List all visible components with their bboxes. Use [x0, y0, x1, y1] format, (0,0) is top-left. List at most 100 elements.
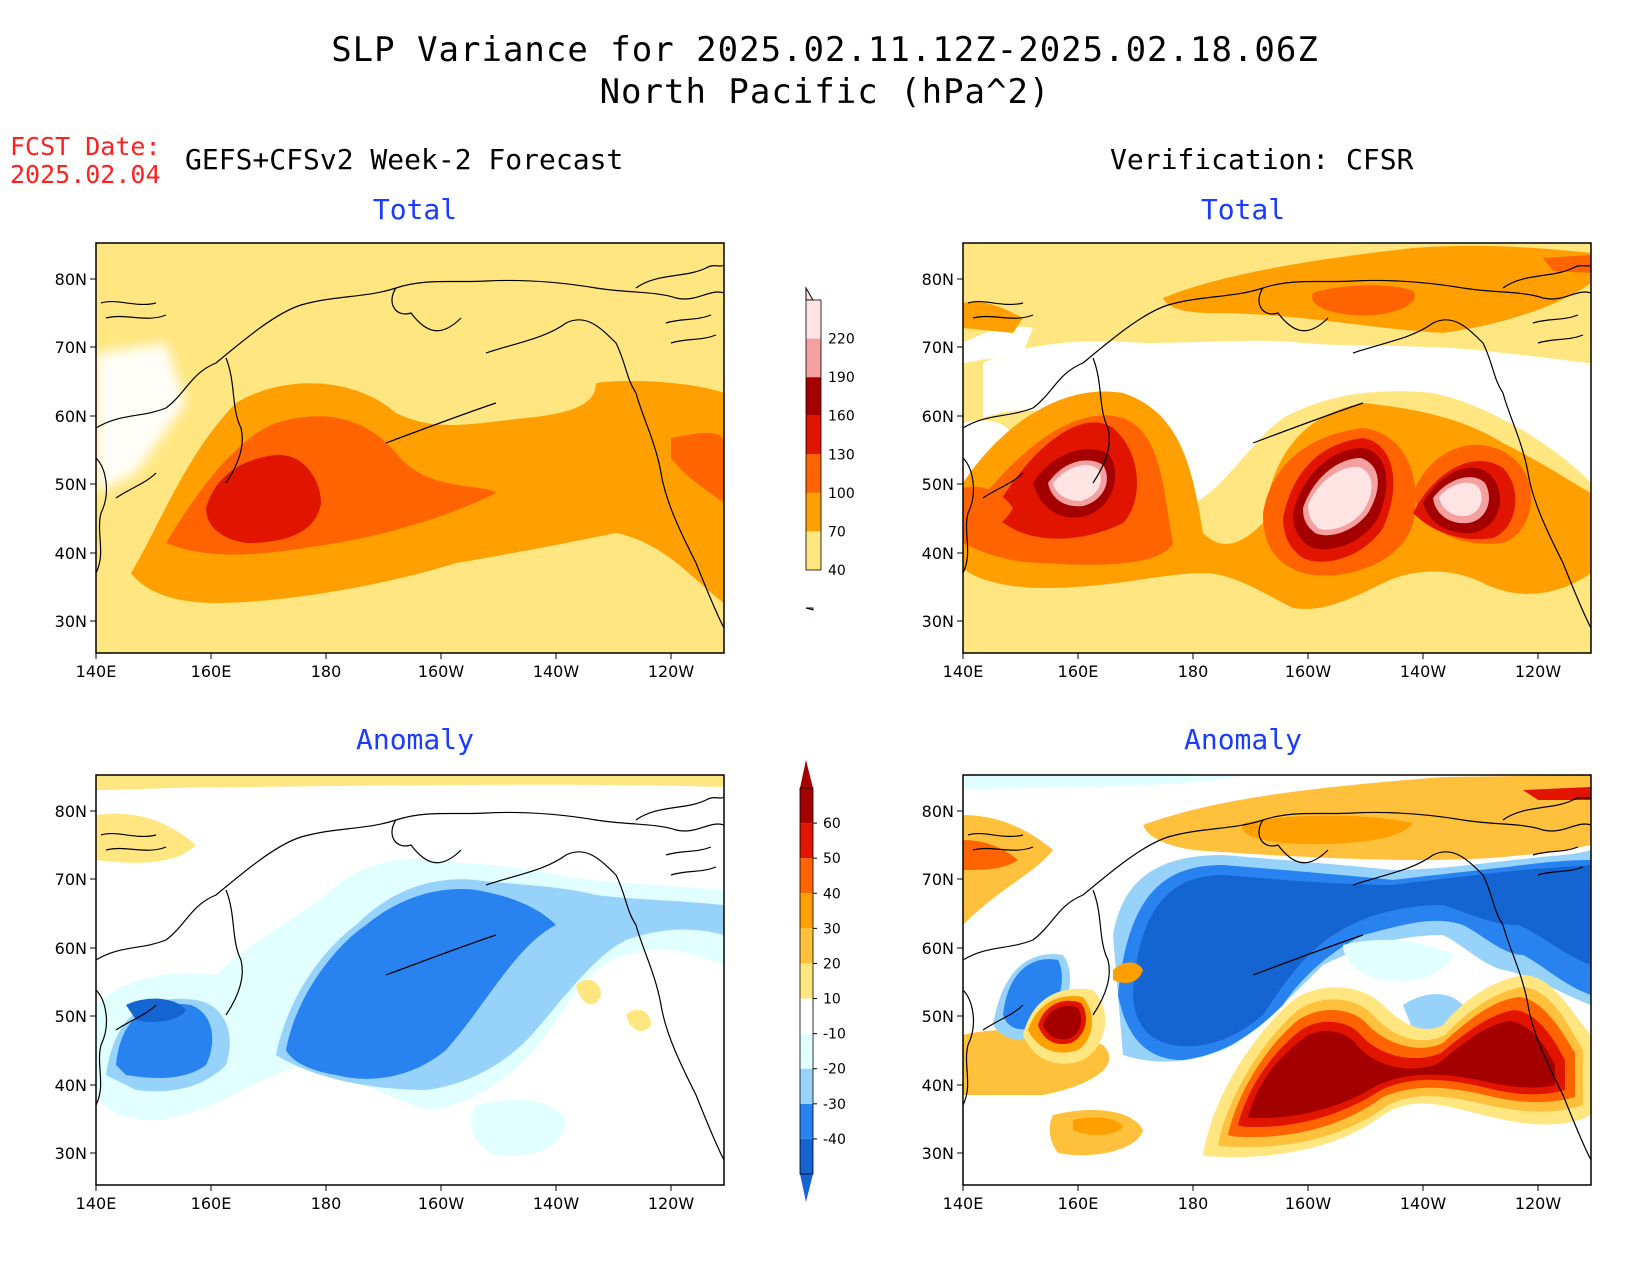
lon-tick-label: 160W — [418, 662, 465, 681]
lat-tick-label: 80N — [55, 270, 87, 289]
total-colorbar-label: 190 — [828, 370, 855, 386]
total-colorbar-swatch — [806, 415, 821, 455]
total-colorbar-swatch — [806, 300, 821, 339]
lon-tick-label: 160E — [1058, 1194, 1099, 1213]
anomaly-colorbar-label: 30 — [823, 921, 841, 937]
lat-tick-label: 60N — [922, 407, 954, 426]
lat-tick-label: 30N — [55, 1144, 87, 1163]
total-colorbar-swatch — [806, 377, 821, 416]
forecast-anomaly-title: Anomaly — [355, 723, 474, 756]
anomaly-colorbar-swatch — [800, 858, 813, 894]
lat-tick-label: 70N — [922, 338, 954, 357]
lon-tick-label: 140E — [943, 662, 984, 681]
lon-tick-label: 180 — [311, 1194, 342, 1213]
anomaly-colorbar-label: 20 — [823, 956, 841, 972]
forecast-column-title: GEFS+CFSv2 Week-2 Forecast — [185, 143, 624, 176]
total-colorbar-label: 130 — [828, 447, 855, 463]
lat-tick-label: 50N — [55, 475, 87, 494]
anomaly-colorbar-label: -10 — [823, 1027, 846, 1043]
lon-tick-label: 160E — [191, 662, 232, 681]
lat-tick-label: 50N — [922, 1007, 954, 1026]
lon-tick-label: 120W — [1515, 662, 1562, 681]
total-colorbar-label: 100 — [828, 486, 855, 502]
lat-tick-label: 30N — [55, 612, 87, 631]
anomaly-colorbar-label: 40 — [823, 886, 841, 902]
lon-tick-label: 160E — [191, 1194, 232, 1213]
lon-tick-label: 160E — [1058, 662, 1099, 681]
total-colorbar-label: 160 — [828, 409, 855, 425]
verification-column-title: Verification: CFSR — [1110, 143, 1414, 176]
chart-title-line2: North Pacific (hPa^2) — [599, 72, 1051, 112]
lon-tick-label: 140W — [533, 1194, 580, 1213]
lon-tick-label: 140W — [1400, 1194, 1447, 1213]
anomaly-colorbar-label: 50 — [823, 851, 841, 867]
anomaly-colorbar-label: -20 — [823, 1062, 846, 1078]
fcst-date-value: 2025.02.04 — [10, 160, 161, 189]
forecast-total-map — [95, 242, 725, 654]
lon-tick-label: 140W — [533, 662, 580, 681]
lat-tick-label: 40N — [55, 1076, 87, 1095]
total-colorbar-label: 40 — [828, 563, 846, 579]
lon-tick-label: 140E — [76, 1194, 117, 1213]
lat-tick-label: 80N — [922, 802, 954, 821]
anomaly-colorbar-swatch — [800, 1068, 813, 1104]
lat-tick-label: 70N — [55, 338, 87, 357]
lat-tick-label: 60N — [922, 939, 954, 958]
lat-tick-label: 70N — [55, 870, 87, 889]
total-colorbar-label: 70 — [828, 524, 846, 540]
anomaly-colorbar-swatch — [800, 963, 813, 999]
lon-tick-label: 160W — [1285, 1194, 1332, 1213]
fcst-date-label: FCST Date: — [10, 132, 161, 161]
anomaly-colorbar-swatch — [800, 1103, 813, 1139]
anomaly-colorbar-label: 10 — [823, 992, 841, 1008]
lat-tick-label: 30N — [922, 1144, 954, 1163]
lon-tick-label: 160W — [418, 1194, 465, 1213]
anomaly-colorbar: -40 -30 -20 -10 10 20 30 40 50 60 — [799, 760, 846, 1202]
total-colorbar-swatch — [806, 338, 821, 378]
lon-tick-label: 140W — [1400, 662, 1447, 681]
anomaly-colorbar-swatch — [800, 998, 813, 1034]
verification-total-map — [962, 242, 1592, 654]
lat-tick-label: 80N — [55, 802, 87, 821]
lat-tick-label: 60N — [55, 939, 87, 958]
map-axis-labels: 80N 70N 60N 50N 40N 30N 140E 160E 180 160W 140W 120… — [55, 270, 1562, 1213]
lon-tick-label: 140E — [943, 1194, 984, 1213]
total-colorbar-label: 220 — [828, 332, 855, 348]
verification-total-title: Total — [1200, 193, 1286, 226]
lon-tick-label: 180 — [1178, 1194, 1209, 1213]
lat-tick-label: 40N — [55, 544, 87, 563]
lat-tick-label: 80N — [922, 270, 954, 289]
lat-tick-label: 30N — [922, 612, 954, 631]
lat-tick-label: 50N — [922, 475, 954, 494]
total-colorbar: 40 70 100 130 160 190 220 — [805, 286, 855, 611]
anomaly-colorbar-swatch — [800, 893, 813, 929]
lon-tick-label: 160W — [1285, 662, 1332, 681]
lat-tick-label: 40N — [922, 544, 954, 563]
lat-tick-label: 50N — [55, 1007, 87, 1026]
anomaly-colorbar-swatch — [800, 928, 813, 964]
anomaly-colorbar-swatch — [800, 1138, 813, 1174]
forecast-anomaly-map — [95, 774, 725, 1186]
lon-tick-label: 140E — [76, 662, 117, 681]
lat-tick-label: 70N — [922, 870, 954, 889]
total-colorbar-swatch — [806, 454, 821, 493]
anomaly-colorbar-label: -40 — [823, 1132, 846, 1148]
lon-tick-label: 180 — [1178, 662, 1209, 681]
verification-anomaly-title: Anomaly — [1183, 723, 1302, 756]
anomaly-colorbar-label: -30 — [823, 1097, 846, 1113]
lat-tick-label: 40N — [922, 1076, 954, 1095]
anomaly-colorbar-swatch — [800, 788, 813, 824]
verification-anomaly-map — [962, 774, 1592, 1186]
anomaly-colorbar-label: 60 — [823, 816, 841, 832]
lat-tick-label: 60N — [55, 407, 87, 426]
total-colorbar-swatch — [806, 492, 821, 532]
chart-title-line1: SLP Variance for 2025.02.11.12Z-2025.02.… — [331, 30, 1319, 70]
lon-tick-label: 180 — [311, 662, 342, 681]
anomaly-colorbar-swatch — [800, 1033, 813, 1069]
lon-tick-label: 120W — [648, 1194, 695, 1213]
lon-tick-label: 120W — [648, 662, 695, 681]
anomaly-colorbar-swatch — [800, 823, 813, 859]
total-colorbar-swatch — [806, 531, 821, 570]
forecast-total-title: Total — [372, 193, 458, 226]
